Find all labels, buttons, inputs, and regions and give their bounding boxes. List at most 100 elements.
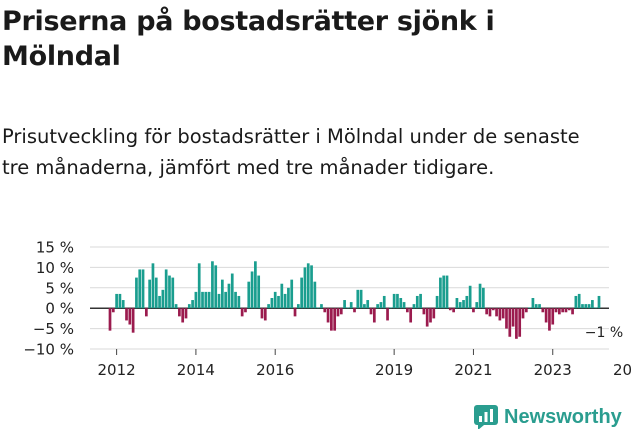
bar xyxy=(260,308,264,319)
bar xyxy=(211,261,214,309)
y-tick-label: 0 % xyxy=(45,300,74,318)
newsworthy-logo-icon xyxy=(474,405,498,429)
bar xyxy=(217,293,221,309)
bar xyxy=(541,308,545,313)
bar xyxy=(524,308,528,313)
bar xyxy=(392,293,396,309)
bar xyxy=(382,295,386,309)
bar xyxy=(359,289,363,309)
bar xyxy=(515,308,518,339)
bar xyxy=(224,291,227,309)
chart-title: Priserna på bostadsrätter sjönk i Mölnda… xyxy=(2,6,495,72)
bar xyxy=(194,291,198,309)
bar xyxy=(164,269,168,309)
bar xyxy=(230,273,234,309)
bar xyxy=(429,308,432,323)
bar xyxy=(442,275,446,309)
bar xyxy=(257,275,261,309)
bar xyxy=(501,308,505,319)
bar xyxy=(376,304,379,309)
bar xyxy=(339,308,343,315)
bar xyxy=(247,281,251,309)
bar xyxy=(448,308,452,311)
bar xyxy=(567,308,571,311)
bar xyxy=(396,293,399,309)
bar xyxy=(482,287,485,309)
x-tick-label: 2014 xyxy=(177,361,215,379)
bar xyxy=(316,307,320,309)
bar xyxy=(121,300,125,309)
bar xyxy=(353,308,356,313)
bar xyxy=(432,308,436,319)
bar xyxy=(455,298,459,309)
bar xyxy=(554,308,558,313)
bar xyxy=(214,265,218,309)
bar xyxy=(250,271,254,309)
y-tick-label: −5 % xyxy=(33,320,74,338)
bar xyxy=(574,295,578,309)
bar xyxy=(468,285,472,309)
bar xyxy=(290,279,294,309)
bar xyxy=(505,308,508,329)
bar xyxy=(234,291,237,309)
x-tick-label: 2021 xyxy=(454,361,492,379)
bar xyxy=(372,308,376,323)
bar xyxy=(184,308,188,319)
bar xyxy=(528,307,531,309)
bar xyxy=(349,302,353,309)
bar xyxy=(577,293,581,309)
bar xyxy=(135,277,138,309)
bar xyxy=(237,295,241,309)
bar xyxy=(111,308,115,313)
bar xyxy=(498,308,502,321)
bar xyxy=(158,295,161,309)
bar xyxy=(406,308,409,313)
x-tick-label: 2016 xyxy=(256,361,294,379)
bar xyxy=(187,304,191,309)
bar xyxy=(287,287,290,309)
bar xyxy=(303,267,307,309)
bar xyxy=(597,295,601,309)
bar xyxy=(333,308,337,331)
bar xyxy=(379,302,383,309)
bar xyxy=(207,291,211,309)
bar xyxy=(168,275,171,309)
bar xyxy=(254,261,257,309)
x-tick-label: 2025 xyxy=(613,361,631,379)
bar xyxy=(544,308,548,323)
bar xyxy=(422,308,426,315)
bar xyxy=(557,308,561,315)
bar xyxy=(115,293,118,309)
bar xyxy=(197,263,201,309)
bar xyxy=(161,289,165,309)
bar xyxy=(475,302,479,309)
bar xyxy=(561,308,565,313)
bar xyxy=(548,308,551,331)
bar xyxy=(178,308,181,317)
bar xyxy=(465,295,469,309)
bar xyxy=(313,281,317,309)
y-tick-label: 15 % xyxy=(36,239,74,257)
bar xyxy=(425,308,429,327)
bar xyxy=(280,283,284,309)
bar xyxy=(538,304,541,309)
bar xyxy=(277,295,280,309)
bar xyxy=(435,295,439,309)
bar xyxy=(220,279,224,309)
bar xyxy=(369,308,373,315)
bar xyxy=(171,277,175,309)
x-tick-label: 2019 xyxy=(375,361,413,379)
bar xyxy=(485,308,489,315)
bar xyxy=(581,304,584,309)
bar xyxy=(518,308,522,337)
bar xyxy=(488,308,492,317)
bar xyxy=(491,308,495,311)
bar xyxy=(148,279,152,309)
bar xyxy=(366,300,370,309)
bar-chart: 15 % 10 % 5 % 0 % −5 % −10 % 2012 2014 2016 2019 2… xyxy=(23,239,631,380)
bar xyxy=(144,308,148,317)
bar xyxy=(346,307,350,309)
bar xyxy=(131,308,135,333)
bar xyxy=(458,302,462,309)
bar xyxy=(571,308,574,315)
